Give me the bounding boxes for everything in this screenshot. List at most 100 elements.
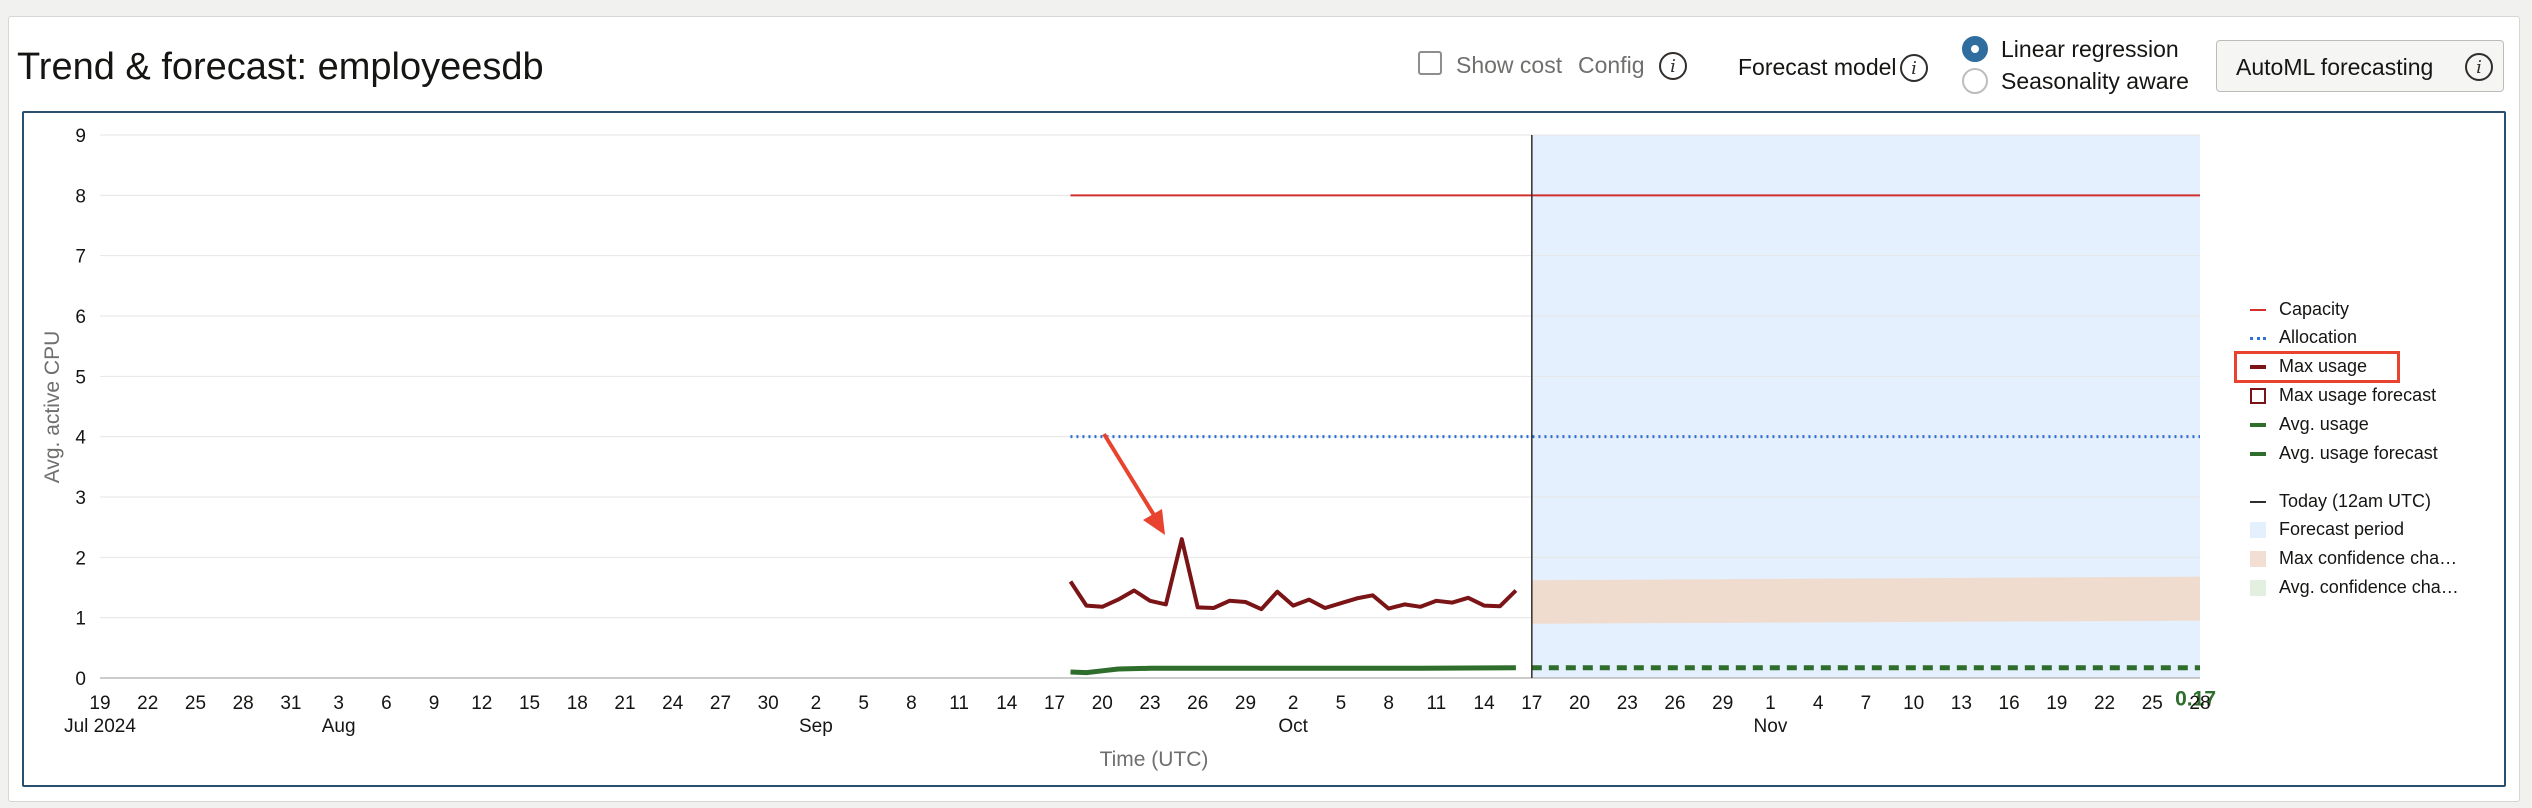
y-tick-label: 3	[75, 488, 86, 509]
y-tick-label: 0	[75, 669, 86, 690]
legend-label: Capacity	[2279, 299, 2350, 319]
legend-swatch	[2250, 551, 2266, 567]
x-tick-label: 17	[1521, 693, 1542, 714]
x-tick-label: 25	[185, 693, 206, 714]
x-tick-label: 3	[333, 693, 344, 714]
x-tick-label: 5	[1336, 693, 1347, 714]
show-cost-checkbox[interactable]	[1418, 51, 1442, 75]
x-tick-label: 19	[2046, 693, 2067, 714]
automl-forecasting-button[interactable]: AutoML forecasting i	[2216, 40, 2504, 92]
x-tick-label: 2	[1288, 693, 1299, 714]
x-tick-label: 14	[996, 693, 1018, 714]
x-tick-label: 27	[710, 693, 731, 714]
x-tick-label: 31	[280, 693, 301, 714]
x-tick-label: 26	[1664, 693, 1685, 714]
x-tick-label: 15	[519, 693, 540, 714]
show-cost-label: Show cost	[1456, 52, 1563, 78]
chart-frame	[22, 111, 2506, 787]
x-tick-label: 18	[567, 693, 588, 714]
y-tick-label: 2	[75, 548, 86, 569]
max-confidence-band	[1531, 576, 2200, 624]
x-tick-label: 24	[662, 693, 684, 714]
legend-label: Max confidence cha…	[2279, 548, 2458, 568]
x-axis-title: Time (UTC)	[1100, 748, 1209, 771]
x-month-label: Nov	[1754, 716, 1788, 737]
x-tick-label: 14	[1474, 693, 1496, 714]
x-tick-label: 10	[1903, 693, 1924, 714]
x-tick-label: 11	[949, 693, 969, 714]
x-month-label: Aug	[322, 716, 356, 737]
legend-highlight-box	[2234, 351, 2400, 383]
legend-label: Max usage	[2279, 356, 2368, 376]
legend-label: Allocation	[2279, 327, 2358, 347]
y-axis-title: Avg. active CPU	[41, 331, 64, 484]
y-tick-label: 4	[75, 428, 86, 449]
x-tick-label: 23	[1617, 693, 1638, 714]
x-tick-label: 29	[1235, 693, 1256, 714]
seasonality-aware-label: Seasonality aware	[2001, 68, 2189, 94]
x-tick-label: 11	[1426, 693, 1446, 714]
x-tick-label: 8	[906, 693, 917, 714]
legend-swatch	[2250, 337, 2266, 340]
legend-swatch	[2250, 365, 2266, 369]
legend-label: Avg. usage forecast	[2279, 443, 2438, 463]
legend-label: Forecast period	[2279, 519, 2405, 539]
x-tick-label: 20	[1092, 693, 1113, 714]
x-tick-label: 21	[614, 693, 635, 714]
x-tick-label: 17	[1044, 693, 1065, 714]
annotation-arrowhead	[1143, 509, 1165, 535]
legend-swatch	[2250, 522, 2266, 538]
forecast-model-info-icon[interactable]: i	[1900, 54, 1928, 82]
y-tick-label: 9	[75, 126, 86, 147]
y-tick-label: 6	[75, 307, 86, 328]
x-tick-label: 26	[1187, 693, 1208, 714]
x-tick-label: 8	[1383, 693, 1394, 714]
radio-seasonality-aware[interactable]	[1962, 68, 1988, 94]
legend-swatch	[2250, 423, 2266, 427]
legend-swatch	[2250, 388, 2266, 404]
legend-swatch	[2250, 501, 2266, 503]
linear-regression-label: Linear regression	[2001, 36, 2179, 62]
x-tick-label: 13	[1951, 693, 1972, 714]
x-tick-label: 6	[381, 693, 392, 714]
x-tick-label: 4	[1813, 693, 1824, 714]
legend-swatch	[2250, 580, 2266, 596]
automl-info-icon[interactable]: i	[2465, 53, 2493, 81]
avg-usage-line	[1070, 665, 1516, 676]
x-tick-label: 20	[1569, 693, 1590, 714]
legend-label: Avg. usage	[2279, 414, 2369, 434]
radio-linear-regression[interactable]	[1962, 36, 1988, 62]
max-usage-line	[1068, 537, 1518, 612]
legend-swatch	[2250, 309, 2266, 311]
x-tick-label: 28	[2189, 693, 2210, 714]
x-tick-label: 16	[1999, 693, 2020, 714]
x-month-label: Oct	[1278, 716, 1308, 737]
x-tick-label: 29	[1712, 693, 1733, 714]
x-tick-label: 28	[233, 693, 254, 714]
x-tick-label: 2	[811, 693, 822, 714]
y-tick-label: 8	[75, 186, 86, 207]
config-info-icon[interactable]: i	[1659, 52, 1687, 80]
x-tick-label: 9	[429, 693, 440, 714]
avg-usage-forecast-end-label: 0.17	[2175, 688, 2216, 711]
x-tick-label: 1	[1765, 693, 1776, 714]
x-tick-label: 7	[1861, 693, 1872, 714]
forecast-model-label: Forecast model	[1738, 54, 1897, 80]
automl-forecasting-label: AutoML forecasting	[2236, 54, 2434, 80]
legend-swatch	[2250, 452, 2266, 456]
legend-label: Avg. confidence cha…	[2279, 577, 2459, 597]
legend-label: Today (12am UTC)	[2279, 491, 2432, 511]
page-title: Trend & forecast: employeesdb	[17, 46, 544, 88]
config-label[interactable]: Config	[1578, 52, 1645, 78]
legend-label: Max usage forecast	[2279, 385, 2437, 405]
x-tick-label: 25	[2142, 693, 2163, 714]
x-tick-label: 22	[2094, 693, 2115, 714]
y-tick-label: 1	[75, 609, 86, 630]
annotation-arrow	[1102, 432, 1159, 522]
y-tick-label: 5	[75, 367, 86, 388]
x-month-label: Sep	[799, 716, 833, 737]
x-tick-label: 5	[858, 693, 869, 714]
x-tick-label: 19	[89, 693, 110, 714]
x-month-label: Jul 2024	[64, 716, 136, 737]
